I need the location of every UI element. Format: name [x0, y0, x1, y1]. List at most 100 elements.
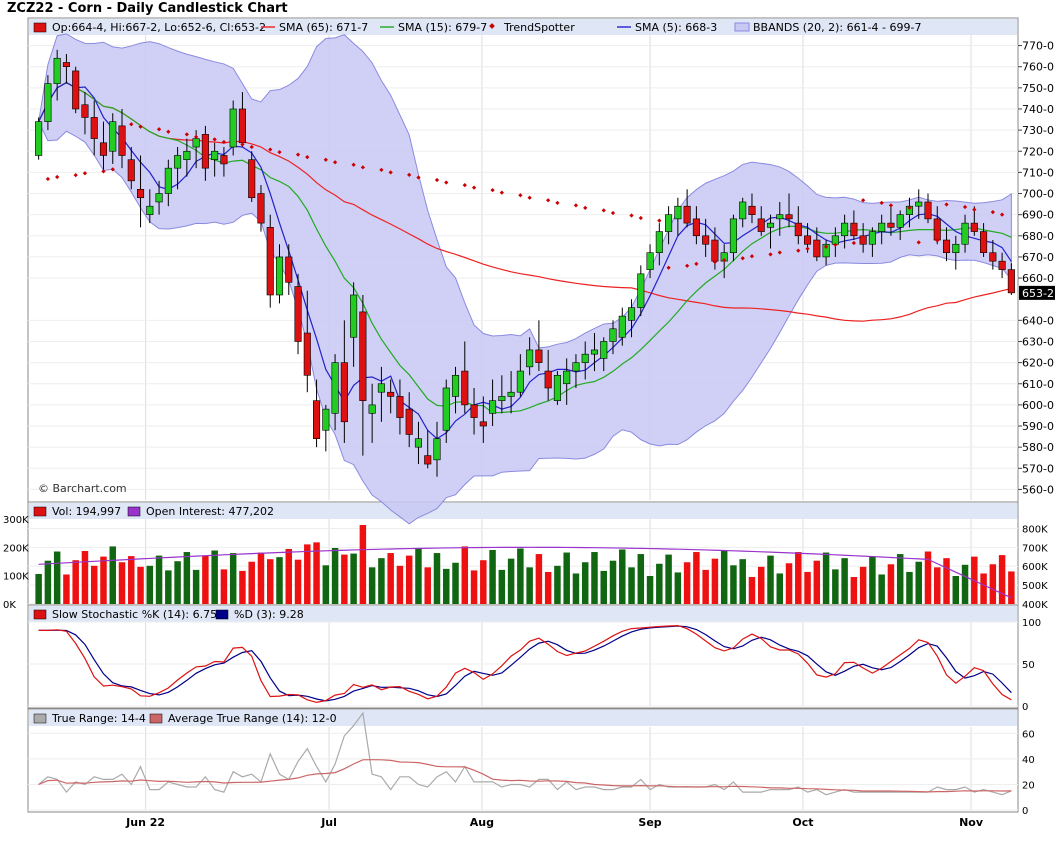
- trendspotter-dot: [138, 124, 143, 129]
- price-y-tick-label: 620-0: [1022, 357, 1054, 370]
- candle-53: [526, 349, 534, 368]
- volume-bar-37: [378, 558, 385, 604]
- trendspotter-dot: [221, 139, 227, 145]
- volume-bar-28: [294, 559, 302, 604]
- bollinger-band: [38, 33, 1012, 525]
- trendspotter-dot: [55, 174, 60, 180]
- candle-3: [62, 62, 70, 68]
- x-tick-label-jun-22: Jun 22: [125, 816, 165, 829]
- volume-bar-15: [174, 561, 181, 604]
- price-y-tick-label: 660-0: [1022, 272, 1054, 285]
- volume-bar-105: [1008, 571, 1015, 604]
- volume-bar-8: [109, 546, 116, 604]
- trendspotter-dot: [573, 203, 579, 208]
- trendspotter-dot: [295, 152, 301, 157]
- trendspotter-dot: [833, 242, 838, 248]
- volume-bar-85: [822, 552, 830, 604]
- candle-82: [794, 222, 802, 237]
- tr-legend: True Range: 14-4: [51, 712, 146, 725]
- volume-bar-63: [619, 549, 626, 604]
- trendspotter-dot: [546, 198, 551, 203]
- volume-bar-23: [248, 561, 255, 604]
- trendspotter-dot: [610, 210, 616, 216]
- candle-78: [757, 218, 765, 232]
- trendspotter-dot: [194, 134, 199, 139]
- volume-bar-12: [146, 565, 154, 604]
- volume-bar-66: [646, 576, 654, 604]
- trendspotter-dot: [962, 204, 968, 210]
- candle-42: [424, 455, 432, 465]
- oi-y-tick-label: 700K: [1022, 543, 1048, 554]
- trendspotter-dot: [332, 160, 338, 165]
- atr-swatch: [149, 713, 163, 724]
- volume-bar-103: [989, 564, 997, 604]
- sma-15-line: [38, 81, 1012, 414]
- volume-bar-79: [767, 555, 774, 604]
- oi-swatch: [127, 506, 141, 517]
- candle-41: [414, 438, 423, 448]
- volume-bar-76: [739, 559, 746, 604]
- volume-bar-52: [517, 548, 524, 604]
- candle-46: [461, 370, 469, 406]
- volume-bar-9: [118, 562, 126, 604]
- candle-37: [377, 383, 385, 393]
- trendspotter-dot: [583, 205, 588, 211]
- candle-25: [266, 227, 274, 296]
- trendspotter-dot: [360, 165, 365, 170]
- candle-84: [813, 239, 821, 258]
- candle-35: [359, 311, 367, 401]
- trendspotter-dot: [518, 193, 523, 198]
- trendspotter-dot: [110, 167, 115, 172]
- volume-swatch: [33, 506, 47, 517]
- volume-bar-77: [748, 577, 756, 604]
- trendspotter-dot: [796, 248, 801, 253]
- tr-y-tick-label: 40: [1022, 755, 1035, 766]
- trendspotter-dot: [184, 132, 189, 137]
- volume-bar-92: [887, 564, 895, 604]
- volume-bar-14: [165, 570, 172, 604]
- volume-bar-74: [720, 550, 728, 604]
- volume-bar-19: [211, 550, 218, 604]
- volume-bar-102: [980, 573, 987, 604]
- candles: [35, 49, 1015, 477]
- candle-73: [711, 239, 719, 262]
- candle-102: [980, 231, 988, 254]
- price-y-tick-label: 560-0: [1022, 483, 1054, 496]
- trendspotter-dot: [527, 195, 532, 200]
- volume-bar-55: [544, 571, 552, 604]
- volume-bar-27: [285, 548, 293, 604]
- volume-bar-0: [35, 573, 42, 604]
- candle-66: [646, 252, 654, 270]
- trendspotter-dot: [990, 210, 995, 215]
- candle-19: [211, 150, 219, 161]
- candle-30: [313, 400, 321, 440]
- volume-bar-96: [924, 551, 932, 604]
- candle-31: [322, 408, 330, 431]
- trendspotter-dot: [694, 261, 699, 267]
- vol-y-tick-label: 200K: [3, 543, 29, 554]
- price-y-tick-label: 690-0: [1022, 209, 1054, 222]
- trendspotter-dot: [434, 177, 440, 183]
- trendspotter-dot: [444, 180, 449, 185]
- candle-23: [248, 159, 256, 199]
- price-swatch-3: [489, 23, 495, 29]
- candle-29: [303, 332, 311, 376]
- volume-bar-50: [498, 569, 506, 604]
- trendspotter-dot: [999, 212, 1005, 217]
- candle-38: [387, 391, 395, 397]
- price-y-tick-label: 670-0: [1022, 251, 1054, 264]
- volume-bar-24: [257, 552, 265, 604]
- volume-bar-48: [480, 560, 487, 604]
- volume-legend: Vol: 194,997: [52, 505, 121, 518]
- trendspotter-dot: [249, 144, 254, 150]
- candle-60: [590, 349, 599, 355]
- volume-bar-99: [952, 576, 960, 604]
- price-legend-2: SMA (15): 679-7: [398, 21, 487, 34]
- candle-44: [442, 387, 450, 431]
- trendspotter-dot: [749, 254, 755, 259]
- volume-bar-71: [693, 552, 700, 604]
- price-y-tick-label: 730-0: [1022, 124, 1054, 137]
- candle-13: [155, 193, 163, 203]
- candle-65: [637, 273, 645, 308]
- vol-y-tick-label: 0K: [3, 600, 16, 611]
